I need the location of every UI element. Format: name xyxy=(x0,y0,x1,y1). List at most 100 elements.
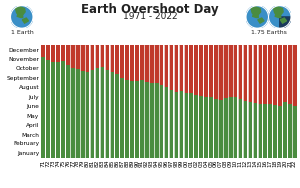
Bar xyxy=(125,80,129,158)
Bar xyxy=(115,74,119,158)
Bar xyxy=(80,71,85,158)
Bar xyxy=(208,97,213,158)
Bar xyxy=(90,45,94,70)
Bar xyxy=(70,68,75,158)
Bar xyxy=(263,104,267,158)
Bar xyxy=(248,45,252,102)
Bar xyxy=(140,45,144,80)
Bar xyxy=(46,45,50,60)
Bar xyxy=(105,70,109,158)
Bar xyxy=(224,98,228,158)
Bar xyxy=(95,45,99,68)
Bar xyxy=(253,45,257,103)
Bar xyxy=(159,85,164,158)
Bar xyxy=(273,105,277,158)
Bar xyxy=(120,45,124,78)
Bar xyxy=(46,60,50,158)
Bar xyxy=(238,45,242,99)
Bar xyxy=(51,45,55,62)
Bar xyxy=(204,45,208,97)
Bar xyxy=(100,45,104,67)
Bar xyxy=(184,45,188,93)
Bar xyxy=(228,97,233,158)
Bar xyxy=(80,45,85,71)
Wedge shape xyxy=(280,17,291,28)
Bar xyxy=(145,45,148,82)
Bar xyxy=(287,45,292,104)
Circle shape xyxy=(268,6,291,28)
Bar xyxy=(243,45,247,101)
Bar xyxy=(56,45,60,62)
Bar xyxy=(204,97,208,158)
Polygon shape xyxy=(280,18,286,23)
Polygon shape xyxy=(251,7,261,15)
Bar xyxy=(228,45,233,97)
Bar xyxy=(194,95,198,158)
Text: Earth Overshoot Day: Earth Overshoot Day xyxy=(81,3,219,16)
Bar xyxy=(268,105,272,158)
Bar xyxy=(41,45,45,57)
Bar xyxy=(159,45,164,85)
Bar xyxy=(224,45,228,98)
Bar xyxy=(61,61,65,158)
Bar xyxy=(145,82,148,158)
Polygon shape xyxy=(16,7,25,15)
Bar xyxy=(125,45,129,80)
Bar xyxy=(258,45,262,104)
Bar xyxy=(75,69,80,158)
Bar xyxy=(149,83,154,158)
Bar xyxy=(51,62,55,158)
Bar xyxy=(169,45,173,90)
Bar xyxy=(41,57,45,158)
Bar xyxy=(174,45,178,92)
Bar xyxy=(135,81,139,158)
Bar xyxy=(110,45,114,72)
Bar xyxy=(179,45,183,91)
Bar xyxy=(199,96,203,158)
Bar xyxy=(268,45,272,105)
Bar xyxy=(174,92,178,158)
Polygon shape xyxy=(22,18,28,23)
Bar xyxy=(189,93,193,158)
Bar xyxy=(283,45,287,102)
Polygon shape xyxy=(275,14,281,17)
Circle shape xyxy=(246,6,268,28)
Bar xyxy=(253,103,257,158)
Bar xyxy=(208,45,213,97)
Bar xyxy=(214,99,218,158)
Bar xyxy=(135,45,139,81)
Bar xyxy=(164,45,168,87)
Bar xyxy=(263,45,267,104)
Bar xyxy=(287,104,292,158)
Bar xyxy=(179,91,183,158)
Bar xyxy=(218,45,223,100)
Bar xyxy=(65,45,70,65)
Bar xyxy=(90,70,94,158)
Bar xyxy=(273,45,277,105)
Bar xyxy=(194,45,198,95)
Bar xyxy=(238,99,242,158)
Bar xyxy=(70,45,75,68)
Bar xyxy=(95,68,99,158)
Bar xyxy=(130,45,134,81)
Bar xyxy=(164,87,168,158)
Text: 1 Earth: 1 Earth xyxy=(11,30,34,35)
Bar xyxy=(154,45,158,83)
Circle shape xyxy=(11,6,33,28)
Bar xyxy=(292,106,297,158)
Bar xyxy=(115,45,119,74)
Bar xyxy=(184,93,188,158)
Bar xyxy=(292,45,297,106)
Bar xyxy=(233,45,237,97)
Bar xyxy=(140,80,144,158)
Bar xyxy=(189,45,193,93)
Bar xyxy=(248,102,252,158)
Bar xyxy=(85,72,89,158)
Bar xyxy=(120,78,124,158)
Bar xyxy=(65,65,70,158)
Bar xyxy=(154,83,158,158)
Bar xyxy=(169,90,173,158)
Bar xyxy=(283,102,287,158)
Bar xyxy=(100,67,104,158)
Polygon shape xyxy=(274,7,283,15)
